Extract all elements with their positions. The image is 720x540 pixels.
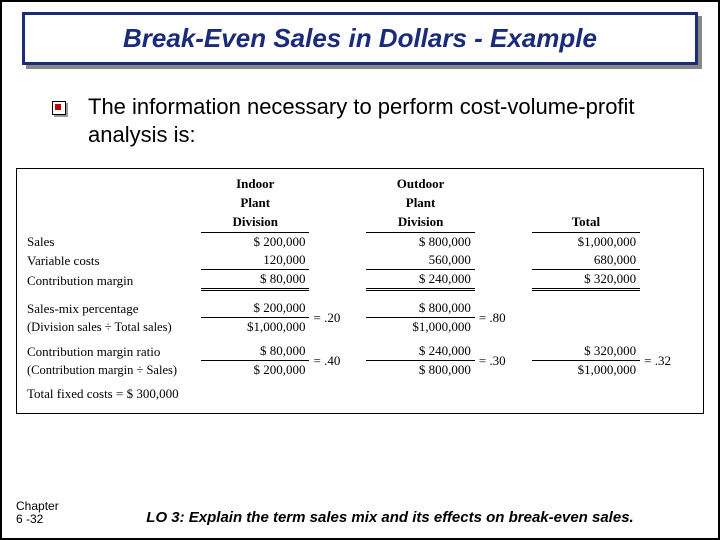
row-smp-sub: (Division sales ÷ Total sales) [23, 318, 201, 337]
hdr-outdoor-3: Division [366, 213, 474, 233]
smp-out-val: = .80 [475, 299, 532, 336]
sales-indoor: $ 200,000 [201, 233, 309, 252]
cmr-tot-num: $ 320,000 [532, 342, 640, 361]
footer: Chapter 6 -32 LO 3: Explain the term sal… [16, 500, 704, 526]
hdr-indoor-3: Division [201, 213, 309, 233]
row-cm-label: Contribution margin [23, 270, 201, 290]
cm-outdoor: $ 240,000 [366, 270, 474, 290]
learning-objective: LO 3: Explain the term sales mix and its… [76, 509, 704, 526]
cmr-out-num: $ 240,000 [366, 342, 474, 361]
row-sales-label: Sales [23, 233, 201, 252]
chapter-label: Chapter 6 -32 [16, 500, 76, 526]
smp-out-den: $1,000,000 [366, 318, 474, 337]
hdr-outdoor-2: Plant [366, 194, 474, 213]
bullet-text: The information necessary to perform cos… [88, 93, 668, 148]
cmr-tot-den: $1,000,000 [532, 361, 640, 380]
vc-outdoor: 560,000 [366, 251, 474, 270]
sales-outdoor: $ 800,000 [366, 233, 474, 252]
bullet-icon [52, 101, 64, 113]
smp-out-num: $ 800,000 [366, 299, 474, 318]
hdr-outdoor-1: Outdoor [366, 175, 474, 194]
row-cmr-sub: (Contribution margin ÷ Sales) [23, 361, 201, 380]
row-tfc: Total fixed costs = $ 300,000 [23, 385, 697, 403]
vc-total: 680,000 [532, 251, 640, 270]
row-cmr-label: Contribution margin ratio [23, 342, 201, 361]
hdr-total: Total [532, 213, 640, 233]
hdr-indoor-1: Indoor [201, 175, 309, 194]
row-vc-label: Variable costs [23, 251, 201, 270]
title-box: Break-Even Sales in Dollars - Example [22, 12, 698, 65]
slide: Break-Even Sales in Dollars - Example Th… [0, 0, 720, 540]
cmr-in-val: = .40 [309, 342, 366, 379]
smp-in-val: = .20 [309, 299, 366, 336]
chapter-l1: Chapter [16, 500, 76, 513]
cmr-in-den: $ 200,000 [201, 361, 309, 380]
cmr-out-den: $ 800,000 [366, 361, 474, 380]
cmr-out-val: = .30 [475, 342, 532, 379]
cm-total: $ 320,000 [532, 270, 640, 290]
cm-indoor: $ 80,000 [201, 270, 309, 290]
row-smp-label: Sales-mix percentage [23, 299, 201, 318]
cmr-in-num: $ 80,000 [201, 342, 309, 361]
vc-indoor: 120,000 [201, 251, 309, 270]
hdr-indoor-2: Plant [201, 194, 309, 213]
cvp-table: Indoor Outdoor Plant Plant Division [16, 168, 704, 414]
sales-total: $1,000,000 [532, 233, 640, 252]
smp-in-num: $ 200,000 [201, 299, 309, 318]
cmr-tot-val: = .32 [640, 342, 697, 379]
smp-in-den: $1,000,000 [201, 318, 309, 337]
bullet-row: The information necessary to perform cos… [52, 93, 668, 148]
slide-title: Break-Even Sales in Dollars - Example [35, 23, 685, 54]
chapter-l2: 6 -32 [16, 513, 76, 526]
